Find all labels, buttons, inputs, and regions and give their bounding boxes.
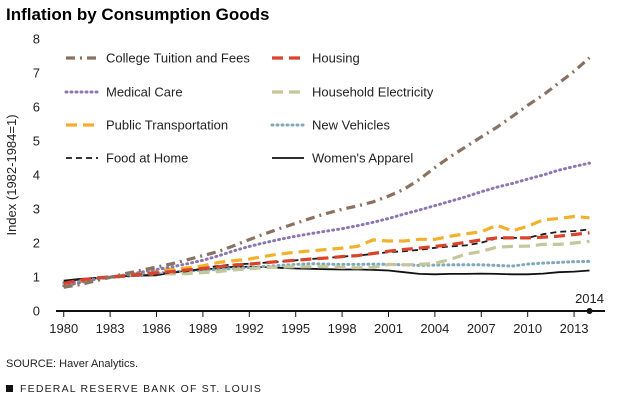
legend-label: Household Electricity [312,85,434,100]
y-tick-label: 5 [33,134,40,149]
series-line-college-tuition-and-fees [63,56,591,289]
x-tick-label: 1989 [188,321,217,336]
y-tick-label: 8 [33,32,40,47]
series-line-household-electricity [63,239,590,287]
legend-label: Medical Care [106,85,183,100]
x-tick-label: 1992 [235,321,264,336]
legend-label: Women's Apparel [312,151,413,166]
y-tick-labels: 0 1 2 3 4 5 6 7 8 [33,32,40,319]
x-tick-label: 2010 [513,321,542,336]
chart-title: Inflation by Consumption Goods [6,5,269,24]
y-tick-label: 4 [33,168,40,183]
legend-label: Housing [312,51,360,66]
legend-label: New Vehicles [312,118,391,133]
y-tick-label: 7 [33,66,40,81]
y-tick-label: 3 [33,202,40,217]
y-tick-label: 2 [33,236,40,251]
x-tick-labels: 1980 1983 1986 1989 1992 1995 1998 2001 2004 2007… [49,311,589,336]
series-line-new-vehicles [62,259,591,285]
y-tick-label: 0 [33,304,40,319]
legend-label: Public Transportation [106,118,228,133]
series-line-housing [63,231,590,286]
x-tick-label: 2013 [560,321,589,336]
footer-square-icon [6,385,13,392]
source-note: SOURCE: Haver Analytics. [6,358,138,370]
y-tick-label: 6 [33,100,40,115]
x-tick-label: 1980 [49,321,78,336]
legend-label: Food at Home [106,151,188,166]
footer-text: FEDERAL RESERVE BANK OF ST. LOUIS [20,383,262,395]
x-tick-label: 1983 [96,321,125,336]
series-line-public-transportation [63,214,590,290]
x-tick-label: 2007 [467,321,496,336]
x-tick-label: 1995 [281,321,310,336]
x-tick-label: 2001 [374,321,403,336]
annotation-label: 2014 [575,291,604,306]
series-lines [62,56,591,290]
x-tick-label: 1986 [142,321,171,336]
legend-label: College Tuition and Fees [106,51,250,66]
series-line-medical-care [62,161,591,288]
y-axis-label: Index (1982-1984=1) [4,114,19,235]
legend: College Tuition and Fees Housing Medical C… [64,51,434,166]
x-tick-label: 1998 [328,321,357,336]
x-tick-label: 2004 [420,321,449,336]
y-tick-label: 1 [33,270,40,285]
